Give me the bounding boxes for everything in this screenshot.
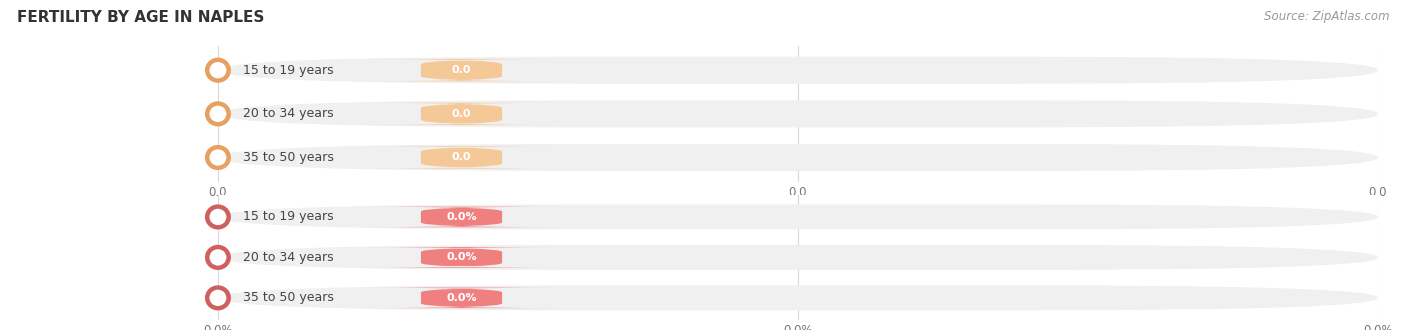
Text: 15 to 19 years: 15 to 19 years (242, 211, 333, 223)
Text: 0.0: 0.0 (451, 65, 471, 75)
FancyBboxPatch shape (363, 103, 560, 125)
Text: Source: ZipAtlas.com: Source: ZipAtlas.com (1264, 10, 1389, 23)
Ellipse shape (209, 149, 226, 166)
FancyBboxPatch shape (218, 285, 1378, 311)
FancyBboxPatch shape (218, 245, 1378, 270)
FancyBboxPatch shape (218, 204, 1378, 229)
Ellipse shape (209, 209, 226, 225)
Text: 20 to 34 years: 20 to 34 years (242, 107, 333, 120)
Ellipse shape (205, 58, 231, 83)
FancyBboxPatch shape (363, 207, 560, 227)
Ellipse shape (209, 106, 226, 122)
Text: 20 to 34 years: 20 to 34 years (242, 251, 333, 264)
Text: 0.0%: 0.0% (446, 293, 477, 303)
Text: 0.0%: 0.0% (446, 212, 477, 222)
Ellipse shape (205, 204, 231, 230)
FancyBboxPatch shape (218, 144, 1378, 171)
FancyBboxPatch shape (363, 287, 560, 308)
Text: 0.0%: 0.0% (446, 252, 477, 262)
Ellipse shape (209, 290, 226, 306)
Text: 35 to 50 years: 35 to 50 years (242, 291, 333, 304)
Ellipse shape (205, 101, 231, 126)
FancyBboxPatch shape (363, 247, 560, 268)
Ellipse shape (205, 145, 231, 170)
Ellipse shape (209, 62, 226, 79)
Text: 0.0: 0.0 (451, 152, 471, 162)
Text: 15 to 19 years: 15 to 19 years (242, 64, 333, 77)
Ellipse shape (209, 249, 226, 266)
Text: FERTILITY BY AGE IN NAPLES: FERTILITY BY AGE IN NAPLES (17, 10, 264, 25)
FancyBboxPatch shape (363, 59, 560, 81)
Ellipse shape (205, 245, 231, 270)
FancyBboxPatch shape (218, 100, 1378, 127)
Ellipse shape (205, 285, 231, 311)
FancyBboxPatch shape (218, 57, 1378, 84)
FancyBboxPatch shape (363, 147, 560, 169)
Text: 35 to 50 years: 35 to 50 years (242, 151, 333, 164)
Text: 0.0: 0.0 (451, 109, 471, 119)
